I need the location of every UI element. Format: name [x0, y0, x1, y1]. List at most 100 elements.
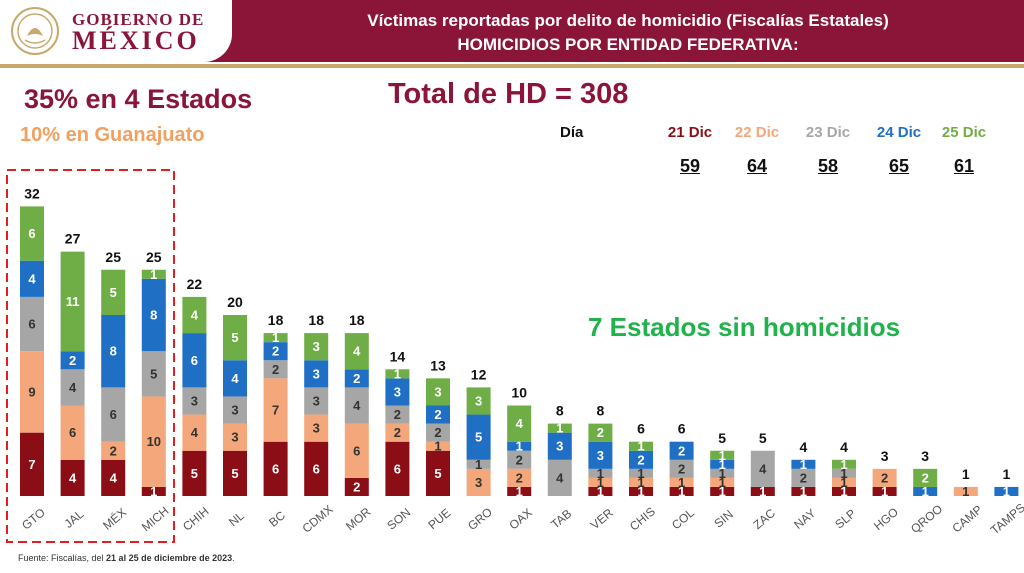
- day-label: Día: [560, 124, 584, 141]
- segment-label-BC-1: 7: [272, 403, 279, 418]
- segment-label-CDMX-4: 3: [313, 339, 320, 354]
- x-tick-MICH: MICH: [139, 504, 171, 534]
- bar-segment-TAB-3: [547, 432, 572, 460]
- segment-label-CHIH-3: 6: [191, 353, 198, 368]
- bar-segment-CHIH-4: [182, 296, 207, 334]
- segment-label-NAY-3: 1: [800, 457, 807, 472]
- segment-label-SLP-1: 1: [840, 475, 847, 490]
- total-label-CAMP: 1: [962, 466, 970, 482]
- bar-segment-MOR-4: [344, 333, 369, 370]
- bar-segment-BC-3: [263, 342, 288, 361]
- total-label-GRO: 12: [471, 366, 487, 382]
- bar-segment-NAY-2: [791, 468, 816, 487]
- total-label-MOR: 18: [349, 312, 365, 328]
- bar-segment-BC-1: [263, 378, 288, 442]
- bar-segment-SON-2: [385, 405, 410, 424]
- segment-label-SIN-0: 1: [719, 484, 726, 499]
- bar-segment-CHIH-1: [182, 414, 207, 451]
- segment-label-QROO-3: 1: [922, 484, 929, 499]
- bar-segment-GTO-3: [20, 260, 44, 297]
- bar-segment-GRO-3: [466, 414, 491, 460]
- segment-label-SON-4: 1: [394, 366, 401, 381]
- bar-segment-CHIH-2: [182, 387, 207, 415]
- segment-label-NL-2: 3: [231, 403, 238, 418]
- bar-segment-CHIS-4: [629, 441, 653, 451]
- bar-segment-NL-1: [223, 423, 247, 451]
- bar-segment-SIN-4: [710, 450, 735, 460]
- day-label-25: 25 Dic: [941, 124, 987, 141]
- segment-label-TAB-2: 4: [556, 470, 564, 485]
- segment-label-PUE-1: 1: [434, 439, 441, 454]
- bar-segment-NL-2: [223, 396, 247, 424]
- bar-segment-NL-0: [223, 450, 247, 496]
- segment-label-GTO-1: 9: [28, 384, 35, 399]
- national-seal-icon: [11, 7, 59, 55]
- segment-label-VER-1: 1: [597, 475, 604, 490]
- total-label-ZAC: 5: [759, 430, 767, 446]
- bar-segment-JAL-0: [60, 459, 85, 496]
- logo-text-line2: MÉXICO: [72, 26, 200, 55]
- bar-segment-GTO-1: [20, 351, 44, 433]
- bar-segment-GRO-1: [466, 468, 491, 496]
- segment-label-PUE-0: 5: [434, 466, 441, 481]
- segment-label-NL-4: 5: [231, 330, 238, 345]
- segment-label-VER-4: 2: [597, 425, 604, 440]
- bar-segment-OAX-3: [507, 441, 532, 451]
- bar-segment-QROO-4: [913, 468, 938, 487]
- bar-segment-CDMX-1: [304, 414, 329, 442]
- bar-segment-OAX-1: [507, 468, 532, 487]
- x-tick-MÉX: MÉX: [100, 504, 130, 532]
- segment-label-MÉX-1: 2: [110, 443, 117, 458]
- total-label-SON: 14: [390, 348, 406, 364]
- bar-segment-MICH-0: [141, 486, 166, 496]
- bar-segment-MICH-3: [141, 278, 166, 352]
- bar-segment-CDMX-2: [304, 387, 329, 415]
- segment-label-COL-0: 1: [678, 484, 685, 499]
- bar-segment-SIN-3: [710, 459, 735, 469]
- bar-segment-MÉX-1: [101, 441, 126, 460]
- bar-segment-CHIS-1: [629, 477, 653, 487]
- segment-label-GTO-3: 4: [28, 271, 36, 286]
- bar-segment-SLP-4: [832, 459, 856, 469]
- bar-segment-CHIS-0: [629, 486, 653, 496]
- bar-segment-NL-3: [223, 360, 247, 397]
- bar-segment-CHIS-2: [629, 468, 653, 478]
- segment-label-SIN-2: 1: [719, 466, 726, 481]
- bar-segment-PUE-0: [426, 450, 450, 496]
- segment-label-SLP-4: 1: [840, 457, 847, 472]
- bar-segment-JAL-1: [60, 405, 85, 460]
- segment-label-CAMP-1: 1: [962, 484, 969, 499]
- segment-label-GRO-3: 5: [475, 430, 482, 445]
- bar-segment-SON-1: [385, 423, 410, 442]
- total-label-NL: 20: [227, 294, 243, 310]
- segment-label-MICH-0: 1: [150, 484, 157, 499]
- segment-label-NAY-0: 1: [800, 484, 807, 499]
- government-logo: GOBIERNO DE MÉXICO: [0, 0, 232, 62]
- segment-label-MÉX-4: 5: [110, 285, 117, 300]
- x-tick-HGO: HGO: [871, 505, 901, 533]
- x-tick-NAY: NAY: [791, 506, 818, 532]
- total-label-VER: 8: [597, 403, 605, 419]
- segment-label-VER-2: 1: [597, 466, 604, 481]
- bar-segment-CHIH-3: [182, 333, 207, 388]
- x-tick-SLP: SLP: [832, 506, 858, 531]
- annotation-no-homicides: 7 Estados sin homicidios: [588, 312, 901, 342]
- segment-label-TAMPS-3: 1: [1003, 484, 1010, 499]
- x-tick-TAMPS: TAMPS: [988, 501, 1024, 538]
- x-tick-BC: BC: [266, 508, 288, 530]
- bar-segment-PUE-4: [426, 378, 450, 406]
- bar-segment-SIN-1: [710, 477, 735, 487]
- bar-segment-PUE-3: [426, 405, 450, 424]
- segment-label-GRO-2: 1: [475, 457, 482, 472]
- segment-label-CHIS-0: 1: [637, 484, 644, 499]
- x-tick-TAB: TAB: [548, 506, 574, 531]
- segment-label-MOR-1: 6: [353, 443, 360, 458]
- segment-label-CHIH-2: 3: [191, 393, 198, 408]
- x-tick-COL: COL: [669, 505, 697, 532]
- bar-segment-VER-3: [588, 441, 613, 469]
- bar-segment-GTO-2: [20, 296, 44, 352]
- x-tick-CHIH: CHIH: [180, 504, 211, 534]
- total-label-MICH: 25: [146, 249, 162, 265]
- segment-label-SIN-1: 1: [719, 475, 726, 490]
- bar-segment-NAY-0: [791, 486, 816, 496]
